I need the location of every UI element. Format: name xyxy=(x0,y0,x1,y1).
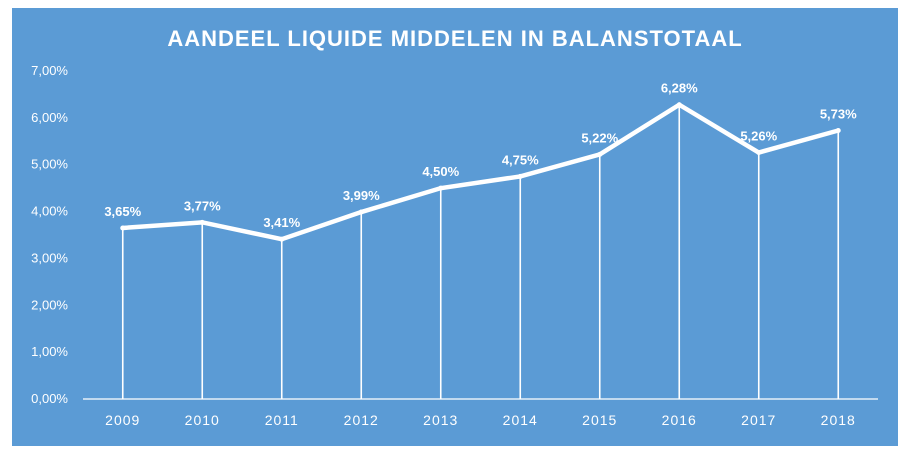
data-point xyxy=(120,225,126,231)
data-point xyxy=(199,219,205,225)
y-tick-label: 1,00% xyxy=(31,344,68,359)
y-tick-label: 5,00% xyxy=(31,157,68,172)
data-label: 3,99% xyxy=(343,188,380,203)
line-chart: 0,00% 1,00% 2,00% 3,00% 4,00% 5,00% 6,00% 7,00%… xyxy=(31,63,878,428)
chart-frame: AANDEEL LIQUIDE MIDDELEN IN BALANSTOTAAL… xyxy=(12,8,898,446)
x-tick-label: 2016 xyxy=(662,412,697,428)
data-label: 5,22% xyxy=(581,130,618,145)
x-tick-label: 2012 xyxy=(344,412,379,428)
data-label: 5,26% xyxy=(740,129,777,144)
x-tick-label: 2010 xyxy=(185,412,220,428)
series-line xyxy=(122,102,839,242)
data-label: 3,41% xyxy=(263,215,300,230)
x-tick-label: 2013 xyxy=(423,412,458,428)
data-label: 5,73% xyxy=(820,107,857,122)
data-point xyxy=(756,150,762,156)
data-point xyxy=(279,236,285,242)
x-tick-label: 2015 xyxy=(582,412,617,428)
data-point xyxy=(835,128,841,134)
y-tick-label: 7,00% xyxy=(31,63,68,78)
x-tick-label: 2014 xyxy=(503,412,538,428)
y-tick-label: 0,00% xyxy=(31,391,68,406)
x-tick-label: 2018 xyxy=(821,412,856,428)
data-label: 4,50% xyxy=(422,164,459,179)
y-tick-label: 4,00% xyxy=(31,204,68,219)
data-label: 3,65% xyxy=(104,204,141,219)
data-point xyxy=(438,185,444,191)
x-tick-label: 2017 xyxy=(741,412,776,428)
y-tick-label: 6,00% xyxy=(31,110,68,125)
data-point xyxy=(358,209,364,215)
y-tick-label: 3,00% xyxy=(31,250,68,265)
chart-title: AANDEEL LIQUIDE MIDDELEN IN BALANSTOTAAL xyxy=(167,26,743,51)
x-tick-label: 2009 xyxy=(105,412,140,428)
data-point xyxy=(597,151,603,157)
data-point xyxy=(676,102,682,108)
data-label: 6,28% xyxy=(661,81,698,96)
data-point xyxy=(517,173,523,179)
y-tick-label: 2,00% xyxy=(31,297,68,312)
data-label: 3,77% xyxy=(184,198,221,213)
x-tick-label: 2011 xyxy=(265,412,299,428)
data-label: 4,75% xyxy=(502,152,539,167)
